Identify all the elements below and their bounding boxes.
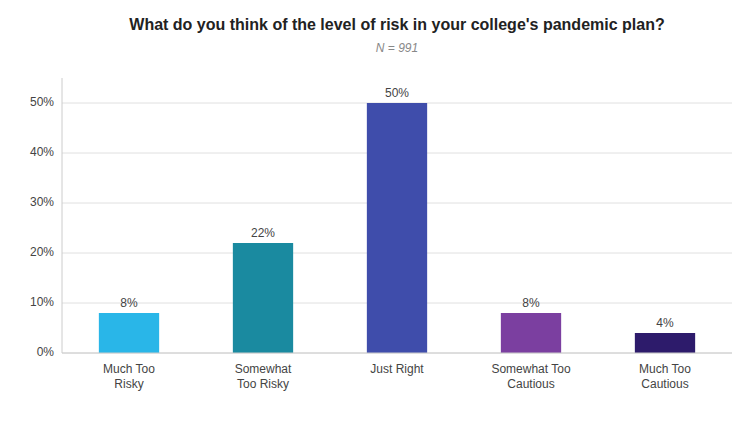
x-tick-label-line: Somewhat bbox=[235, 362, 292, 376]
data-labels: 8% 22% 50% 8% 4% bbox=[120, 86, 674, 330]
data-label: 8% bbox=[120, 296, 138, 310]
x-axis-line bbox=[62, 353, 732, 354]
data-label: 50% bbox=[385, 86, 409, 100]
bar bbox=[501, 313, 561, 353]
x-tick-label: Somewhat TooCautious bbox=[491, 362, 570, 391]
x-tick-label: Much TooCautious bbox=[639, 362, 691, 391]
x-tick-label: Much TooRisky bbox=[103, 362, 155, 391]
data-label: 8% bbox=[522, 296, 540, 310]
chart: What do you think of the level of risk i… bbox=[0, 0, 756, 425]
x-tick-label-line: Cautious bbox=[507, 377, 554, 391]
title: What do you think of the level of risk i… bbox=[129, 16, 664, 33]
y-tick-label: 10% bbox=[30, 295, 54, 309]
y-tick-label: 50% bbox=[30, 95, 54, 109]
y-axis: 0% 10% 20% 30% 40% 50% bbox=[30, 78, 62, 359]
subtitle: N = 991 bbox=[376, 41, 418, 55]
y-tick-label: 20% bbox=[30, 245, 54, 259]
x-tick-label-line: Risky bbox=[114, 377, 143, 391]
y-tick-label: 40% bbox=[30, 145, 54, 159]
bar bbox=[635, 333, 695, 353]
bars bbox=[99, 103, 695, 353]
data-label: 22% bbox=[251, 226, 275, 240]
bar bbox=[367, 103, 427, 353]
y-tick-label: 30% bbox=[30, 195, 54, 209]
grid bbox=[62, 103, 732, 353]
bar bbox=[233, 243, 293, 353]
x-tick-label-line: Just Right bbox=[370, 362, 424, 376]
x-tick-label-line: Too Risky bbox=[237, 377, 289, 391]
x-tick-label-line: Somewhat Too bbox=[491, 362, 570, 376]
y-axis-line bbox=[62, 78, 63, 353]
y-tick-label: 0% bbox=[37, 345, 55, 359]
x-tick-label: Just Right bbox=[370, 362, 424, 376]
data-label: 4% bbox=[656, 316, 674, 330]
x-tick-label-line: Cautious bbox=[641, 377, 688, 391]
grid-line bbox=[62, 353, 732, 354]
x-tick-label-line: Much Too bbox=[639, 362, 691, 376]
x-tick-label-line: Much Too bbox=[103, 362, 155, 376]
bar bbox=[99, 313, 159, 353]
x-axis: Much TooRiskySomewhatToo RiskyJust Right… bbox=[62, 353, 732, 391]
x-tick-label: SomewhatToo Risky bbox=[235, 362, 292, 391]
chart-container: What do you think of the level of risk i… bbox=[0, 0, 756, 425]
